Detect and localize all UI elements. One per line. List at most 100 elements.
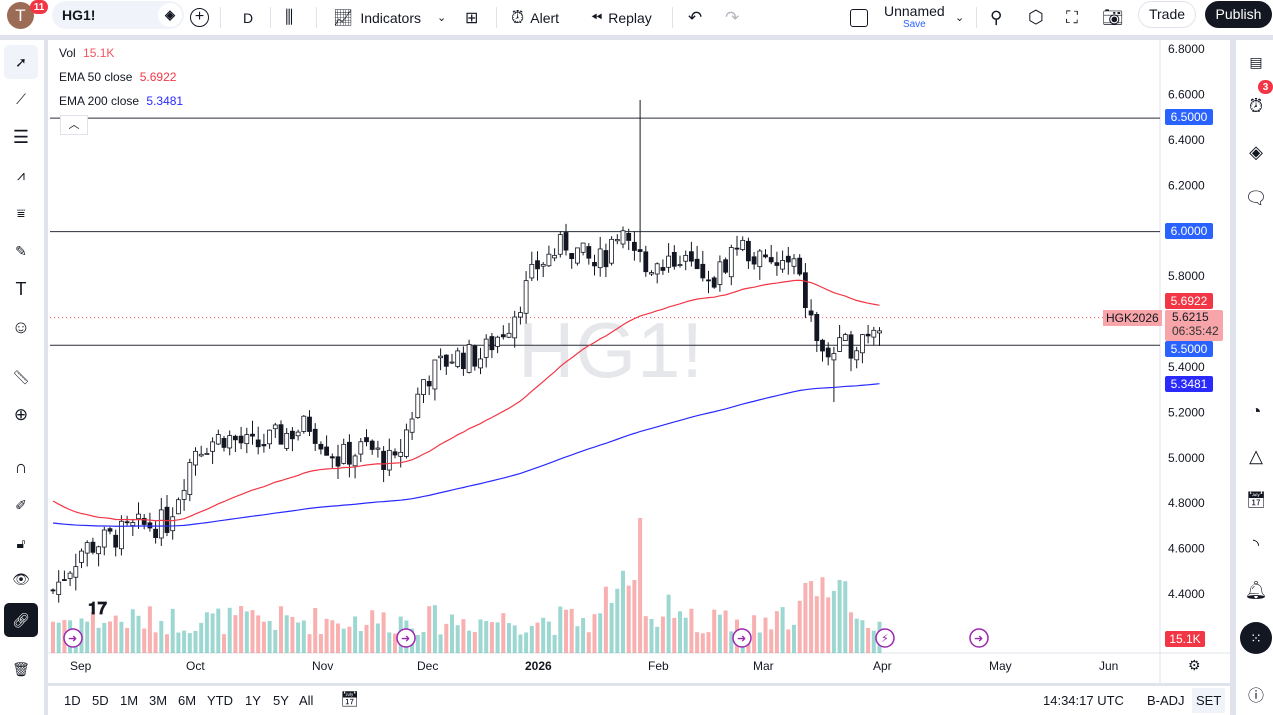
range-1y[interactable]: 1Y [245, 693, 261, 708]
quick-search-icon[interactable]: ⚲ [990, 7, 1003, 27]
adjustment-toggle[interactable]: B-ADJ [1147, 693, 1185, 708]
candles-icon[interactable]: ⫼ [285, 7, 294, 27]
replay-button[interactable]: ⏪︎ Replay [591, 9, 652, 26]
top-toolbar: T 11 HG1! ◈ + D ⫼ 📈︎ Indicators ⌄ ⊞ ⏰︎ Ale… [0, 0, 1273, 35]
fib-lines-icon[interactable]: ☰ [12, 126, 30, 147]
pattern-icon[interactable]: ⩘ [17, 166, 25, 183]
trend-line-icon[interactable]: ⟋ [16, 90, 26, 107]
gauge-icon[interactable]: ◔ [1250, 400, 1262, 421]
candle-body [831, 353, 837, 361]
add-symbol-button[interactable]: + [190, 0, 209, 35]
volume-bar [85, 621, 90, 653]
fullscreen-icon[interactable]: ⛶ [1066, 7, 1078, 27]
volume-legend[interactable]: Vol 15.1K [59, 46, 115, 60]
zoom-in-icon[interactable]: ⊕ [13, 405, 29, 424]
layout-grid-icon[interactable]: ⊞ [465, 9, 479, 27]
watchlist-icon[interactable]: ▤ [1249, 53, 1263, 70]
candle-body [848, 334, 854, 359]
undo-icon[interactable]: ↶ [688, 7, 703, 27]
price-chart[interactable]: 6.8000 6.6000 6.4000 6.2000 5.8000 5.4000 5.20… [48, 40, 1230, 683]
arrow-icon: ➜ [401, 633, 410, 645]
link-icon[interactable]: 🔗︎ [4, 603, 38, 637]
volume-bar [56, 622, 61, 653]
volume-bar [193, 630, 198, 653]
magnet-icon[interactable]: ∩ [14, 456, 28, 477]
symbol-search[interactable]: HG1! ◈ [52, 1, 184, 29]
candle-body [232, 435, 238, 441]
interval-button[interactable]: D [243, 9, 254, 26]
volume-bar [501, 613, 506, 653]
collapse-legend-button[interactable]: ︿ [60, 115, 88, 135]
candle-body [295, 431, 301, 437]
range-1m[interactable]: 1M [120, 693, 139, 708]
diamond-icon[interactable]: ◈ [158, 3, 182, 27]
camera-icon[interactable]: 📷︎ [1102, 7, 1124, 27]
calendar-icon[interactable]: 📅︎ [1245, 492, 1267, 509]
range-ytd[interactable]: YTD [207, 693, 233, 708]
candle-body [877, 330, 882, 334]
brush-icon[interactable]: ✎ [15, 242, 27, 259]
chat-icon[interactable]: 🗨︎ [1244, 187, 1268, 208]
settings-icon[interactable]: ⬡ [1028, 7, 1044, 27]
volume-bar [256, 615, 261, 653]
chart-pane[interactable]: HG1! 6.8000 6.6000 6.4000 6.2000 5.8000 5.400… [48, 40, 1230, 683]
trash-icon[interactable]: 🗑︎ [12, 660, 30, 677]
time-tick: Jun [1099, 659, 1118, 673]
candle-body [96, 546, 101, 555]
range-all[interactable]: All [299, 693, 314, 708]
broadcast-icon[interactable]: ◝ [1252, 537, 1260, 554]
layout-name-button[interactable]: Unnamed Save [884, 2, 945, 30]
indicators-button[interactable]: 📈︎ Indicators [333, 9, 422, 27]
user-avatar[interactable]: T [7, 2, 34, 29]
range-5y[interactable]: 5Y [273, 693, 289, 708]
candle-body [67, 572, 73, 579]
range-3m[interactable]: 3M [149, 693, 168, 708]
candle-body [175, 499, 181, 515]
volume-bar [153, 632, 158, 653]
pencil-lock-icon[interactable]: ✐ [15, 496, 27, 513]
volume-bar [797, 600, 802, 653]
session-toggle[interactable]: SET [1192, 688, 1226, 713]
volume-bar [695, 632, 700, 653]
ema200-legend[interactable]: EMA 200 close 5.3481 [59, 94, 184, 108]
layers-icon[interactable]: ◈ [1249, 141, 1263, 162]
candle-body [403, 429, 409, 457]
layout-chevron-icon[interactable]: ⌄ [955, 12, 965, 24]
trade-button[interactable]: Trade [1138, 1, 1196, 28]
help-icon[interactable]: ⓘ [1247, 688, 1264, 705]
text-icon[interactable]: T [15, 278, 27, 299]
range-6m[interactable]: 6M [178, 693, 197, 708]
apps-grid-icon[interactable]: ⁙ [1240, 622, 1272, 654]
date-range-calendar-icon[interactable]: 📅︎ [340, 691, 360, 708]
volume-bar [370, 610, 375, 653]
chart-settings-icon[interactable]: ⚙︎ [1188, 657, 1201, 673]
alert-button[interactable]: ⏰︎ Alert [511, 7, 560, 27]
candle-body [50, 589, 56, 592]
volume-bar [130, 609, 135, 653]
alerts-icon[interactable]: ⏰︎ [1248, 95, 1264, 116]
pine-icon[interactable]: △ [1249, 445, 1263, 466]
range-1d[interactable]: 1D [64, 693, 81, 708]
publish-button[interactable]: Publish [1205, 1, 1272, 28]
eye-icon[interactable]: 👁︎ [12, 570, 30, 587]
redo-icon[interactable]: ↷ [725, 7, 740, 27]
ruler-icon[interactable]: 📏︎ [12, 368, 30, 385]
lock-icon[interactable]: 🔓︎ [16, 534, 26, 551]
volume-bar [421, 632, 426, 653]
candle-body [421, 379, 426, 395]
volume-bar [763, 617, 768, 653]
bell-icon[interactable]: 🔔︎ [1244, 579, 1268, 600]
range-5d[interactable]: 5D [92, 693, 109, 708]
ema50-legend[interactable]: EMA 50 close 5.6922 [59, 70, 177, 84]
chevron-down-icon[interactable]: ⌄ [437, 12, 447, 24]
arrow-icon: ➜ [737, 633, 746, 645]
clock[interactable]: 14:34:17 UTC [1043, 693, 1124, 708]
cursor-icon[interactable]: ➚ [4, 45, 38, 79]
event-marker-icon [63, 628, 83, 648]
candle-body [426, 380, 432, 387]
volume-bar [837, 580, 842, 653]
layout-square-icon[interactable] [850, 0, 868, 35]
forecast-icon[interactable]: ⩸ [16, 204, 26, 221]
volume-bar [467, 630, 472, 653]
emoji-icon[interactable]: ☺ [11, 316, 31, 337]
